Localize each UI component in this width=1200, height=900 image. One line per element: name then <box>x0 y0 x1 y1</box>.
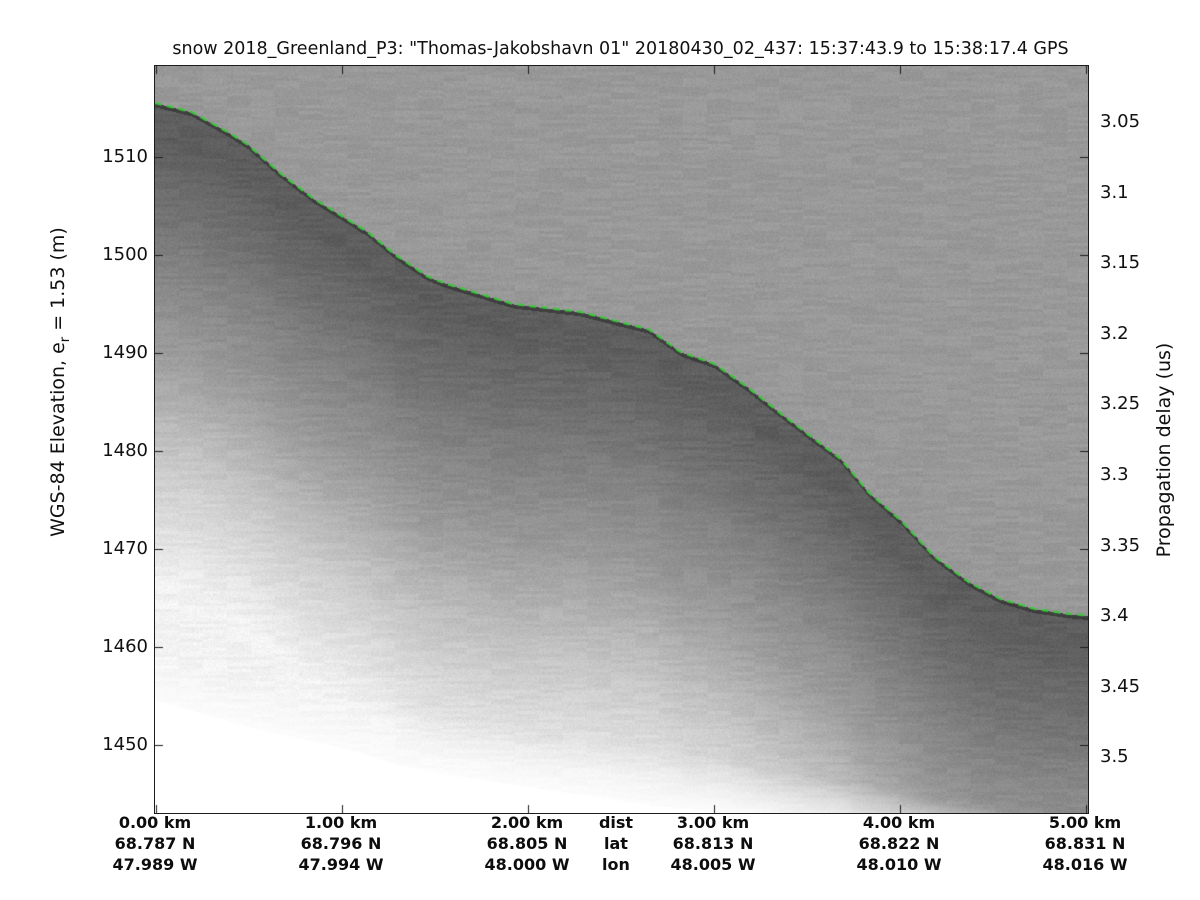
x-label-lon: 47.989 W <box>112 855 198 874</box>
right-tick-label: 3.35 <box>1100 534 1141 556</box>
left-tick-label: 1500 <box>102 244 148 265</box>
left-tick-label: 1470 <box>102 538 148 559</box>
right-tick-label: 3.2 <box>1100 322 1129 344</box>
left-tick-label: 1510 <box>102 146 148 167</box>
plot-area <box>154 65 1089 814</box>
x-label-dist: dist <box>598 813 634 832</box>
x-axis-row-legend: dist lat lon <box>599 812 633 875</box>
right-tick-label: 3.3 <box>1100 464 1129 485</box>
x-label-dist: 0.00 km <box>118 813 192 832</box>
right-tick-label: 3.25 <box>1100 393 1141 415</box>
x-axis-gps-column: 3.00 km 68.813 N 48.005 W <box>671 812 756 875</box>
x-label-lon: 48.005 W <box>670 855 756 874</box>
x-label-lat: 68.796 N <box>300 834 382 853</box>
right-tick-label: 3.4 <box>1100 605 1129 627</box>
x-label-lon: 47.994 W <box>298 855 384 874</box>
x-axis-gps-column: 1.00 km 68.796 N 47.994 W <box>299 812 384 875</box>
x-label-lat: 68.787 N <box>114 834 196 853</box>
x-axis-gps-column: 5.00 km 68.831 N 48.016 W <box>1043 812 1128 875</box>
x-label-dist: 5.00 km <box>1048 813 1122 832</box>
x-label-dist: 3.00 km <box>676 813 750 832</box>
x-axis-gps-column: 4.00 km 68.822 N 48.010 W <box>857 812 942 875</box>
x-label-lon: lon <box>602 855 630 874</box>
left-tick-label: 1490 <box>102 342 148 363</box>
x-axis-gps-column: 0.00 km 68.787 N 47.989 W <box>113 812 198 875</box>
x-axis-gps-column: 2.00 km 68.805 N 48.000 W <box>485 812 570 875</box>
left-tick-label: 1480 <box>102 440 148 461</box>
figure-title: snow 2018_Greenland_P3: "Thomas-Jakobsha… <box>172 39 1069 59</box>
x-label-lat: 68.831 N <box>1044 834 1126 853</box>
x-label-lat: 68.805 N <box>486 834 568 853</box>
x-label-lon: 48.010 W <box>856 855 942 874</box>
x-label-dist: 2.00 km <box>490 813 564 832</box>
left-axis-label: WGS-84 Elevation, er = 1.53 (m) <box>47 227 73 537</box>
right-axis-label: Propagation delay (us) <box>1153 342 1175 558</box>
right-tick-label: 3.1 <box>1100 181 1129 203</box>
left-tick-label: 1460 <box>102 636 148 657</box>
right-tick-label: 3.45 <box>1100 675 1141 697</box>
x-label-dist: 1.00 km <box>304 813 378 832</box>
left-tick-label: 1450 <box>102 734 148 755</box>
right-tick-label: 3.05 <box>1100 111 1141 132</box>
right-tick-label: 3.5 <box>1100 746 1129 768</box>
right-tick-label: 3.15 <box>1100 252 1141 274</box>
x-label-lon: 48.000 W <box>484 855 570 874</box>
x-label-dist: 4.00 km <box>862 813 936 832</box>
x-label-lon: 48.016 W <box>1042 855 1128 874</box>
x-label-lat: lat <box>604 834 628 853</box>
echogram-canvas <box>155 66 1088 813</box>
x-label-lat: 68.822 N <box>858 834 940 853</box>
x-label-lat: 68.813 N <box>672 834 754 853</box>
